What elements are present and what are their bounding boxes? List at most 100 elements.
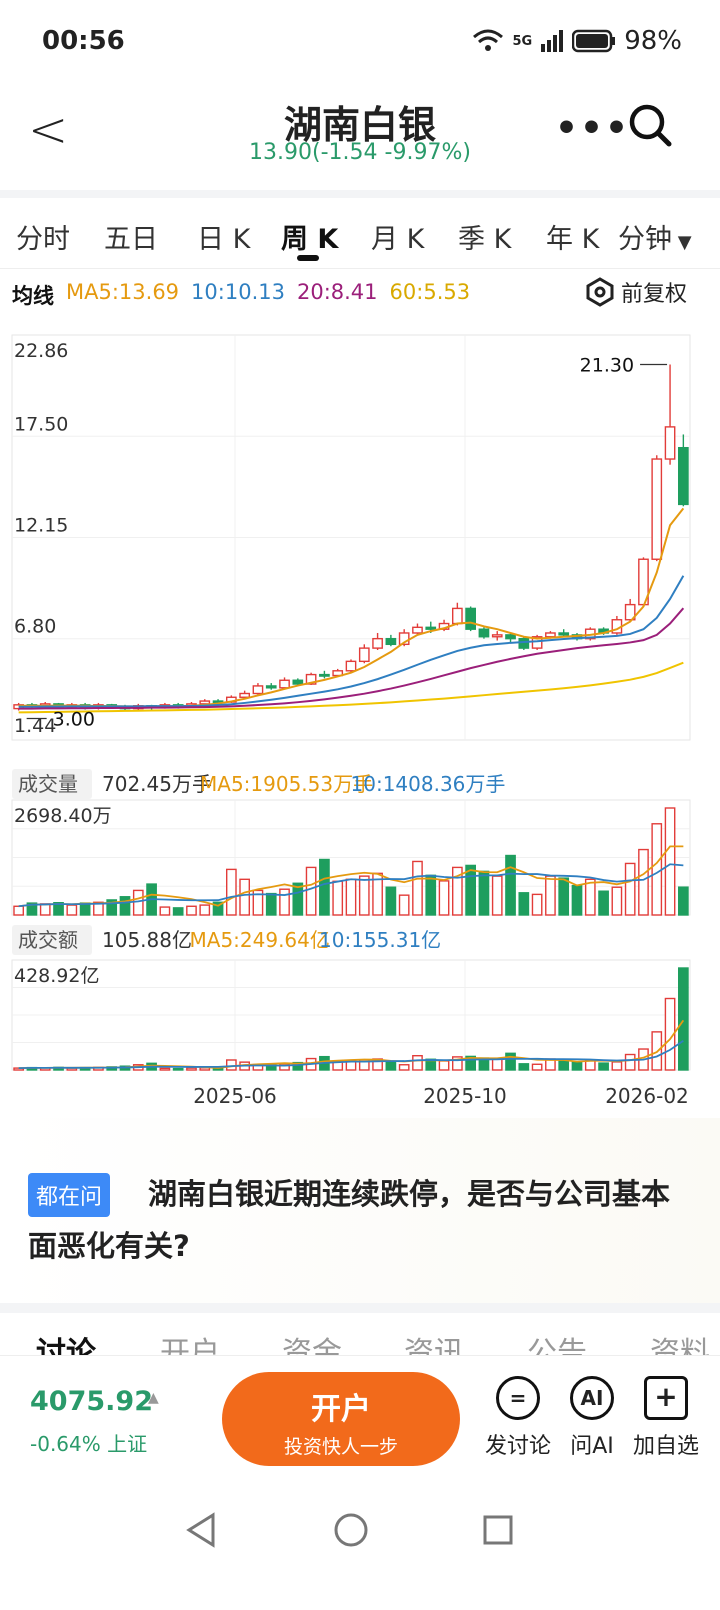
candle-body: [292, 679, 304, 685]
candle-body: [305, 673, 317, 685]
volume-bar: [252, 889, 264, 916]
tab-five-day[interactable]: 五日: [104, 224, 158, 255]
tab-profile[interactable]: 资料: [650, 1336, 710, 1355]
add-watchlist-label: 加自选: [632, 1434, 699, 1459]
period-tabs: 分时 五日 日 K 周 K 月 K 季 K 年 K 分钟 ▼: [0, 205, 720, 265]
candle-body: [319, 673, 330, 677]
candle-body: [425, 626, 437, 630]
nav-back-icon[interactable]: [185, 1512, 217, 1548]
max-price-label: 21.30: [580, 354, 634, 376]
candle-body: [412, 626, 423, 634]
volume-bar: [53, 902, 64, 916]
amount-legend-value: 10:155.31亿: [319, 928, 441, 952]
tab-discussion[interactable]: 讨论: [36, 1336, 96, 1355]
volume-bar: [664, 807, 676, 916]
dropdown-icon: ▼: [672, 232, 692, 253]
volume-bar: [106, 899, 118, 916]
amount-bar: [624, 1053, 636, 1071]
tab-open-account[interactable]: 开户: [160, 1336, 220, 1355]
bottom-tabs: 讨论 开户 资金 资讯 公告 资料: [0, 1320, 720, 1355]
tab-minute[interactable]: 分钟 ▼: [618, 217, 692, 256]
amount-bar: [412, 1055, 423, 1071]
tab-news[interactable]: 资讯: [404, 1336, 464, 1355]
tab-funds[interactable]: 资金: [282, 1336, 342, 1355]
volume-bar: [199, 904, 211, 916]
more-icon[interactable]: •••: [555, 108, 631, 149]
candle-body: [518, 637, 530, 649]
post-discussion-button[interactable]: = 发讨论: [478, 1376, 558, 1460]
volume-bar: [385, 886, 397, 916]
index-change: -0.64% 上证: [30, 1432, 148, 1456]
volume-legend-tag: [12, 769, 92, 799]
volume-legend-label: 成交量: [18, 772, 78, 796]
index-value[interactable]: 4075.92: [30, 1386, 153, 1417]
amount-legend-value: MA5:249.64亿: [190, 928, 330, 952]
amount-bar: [159, 1067, 171, 1071]
amount-bar: [531, 1063, 543, 1071]
volume-bar: [39, 903, 51, 916]
adjust-toggle[interactable]: 前复权: [585, 276, 687, 308]
amount-legend-tag: [12, 925, 92, 955]
index-up-arrow-icon: ▲: [148, 1390, 159, 1406]
question-card[interactable]: 湖南白银近期连续跌停，是否与公司基本面恶化有关? 都在问: [0, 1118, 720, 1303]
volume-bar: [491, 875, 503, 916]
amount-bar: [172, 1067, 184, 1071]
volume-bar: [452, 866, 463, 916]
amount-bar: [13, 1067, 25, 1071]
volume-bar: [186, 905, 197, 916]
nav-home-icon[interactable]: [333, 1512, 369, 1548]
back-icon[interactable]: <: [28, 102, 69, 158]
ma20-value: 20:8.41: [296, 280, 378, 304]
plus-icon: +: [644, 1376, 688, 1420]
candle-body: [545, 632, 556, 638]
amount-bar: [385, 1061, 397, 1071]
amount-legend-label: 成交额: [18, 928, 78, 952]
volume-bar: [438, 880, 450, 916]
tab-weekly-k[interactable]: 周 K: [281, 224, 339, 255]
kline-chart[interactable]: 22.86 17.50 12.15 6.80 1.44 21.30 3.00 2698.40万…: [0, 315, 720, 1115]
volume-bar: [13, 905, 25, 916]
ask-ai-button[interactable]: AI 问AI: [552, 1376, 632, 1460]
tab-quarterly-k[interactable]: 季 K: [458, 224, 512, 255]
volume-bar: [292, 882, 304, 916]
tab-daily-k[interactable]: 日 K: [197, 224, 251, 255]
amount-bar: [438, 1060, 450, 1071]
volume-bar: [624, 862, 636, 916]
status-time: 00:56: [42, 26, 125, 56]
battery-icon: [572, 29, 616, 53]
ma10-value: 10:10.13: [191, 280, 285, 304]
page-title: 湖南白银: [283, 103, 436, 147]
volume-bar: [26, 902, 38, 916]
tab-yearly-k[interactable]: 年 K: [546, 224, 600, 255]
volume-bar: [611, 886, 623, 916]
volume-bar: [265, 892, 277, 916]
price-tick-label: 12.15: [14, 515, 68, 537]
candle-body: [345, 660, 357, 672]
question-text[interactable]: 湖南白银近期连续跌停，是否与公司基本面恶化有关?: [28, 1177, 671, 1263]
tab-monthly-k[interactable]: 月 K: [371, 224, 425, 255]
volume-bar: [305, 866, 317, 916]
tab-intraday[interactable]: 分时: [16, 224, 70, 255]
candle-body: [199, 700, 211, 705]
search-icon[interactable]: [625, 100, 675, 150]
amount-bar: [465, 1055, 476, 1071]
volume-axis-max: 2698.40万: [14, 805, 112, 827]
add-watchlist-button[interactable]: + 加自选: [626, 1376, 706, 1460]
volume-ma10-line: [18, 863, 684, 908]
tab-announcements[interactable]: 公告: [527, 1336, 587, 1355]
nav-recents-icon[interactable]: [482, 1514, 514, 1546]
volume-bar: [66, 904, 78, 916]
amount-bar: [225, 1059, 237, 1071]
amount-legend-value: 105.88亿: [102, 928, 192, 952]
amount-ma10-line: [18, 1040, 684, 1069]
ma5-line: [18, 507, 685, 708]
open-account-button[interactable]: 开户 投资快人一步: [222, 1372, 460, 1466]
candle-body: [491, 634, 503, 638]
quote-summary: 13.90(-1.54 -9.97%): [249, 140, 471, 165]
amount-bar: [598, 1062, 609, 1071]
status-bar: 00:56 5G 98%: [0, 0, 720, 80]
ma-legend-label[interactable]: 均线: [12, 284, 54, 308]
candle-body: [239, 692, 250, 698]
ma-legend: 均线 MA5:13.69 10:10.13 20:8.41 60:5.53: [12, 280, 470, 310]
date-label: 2026-02: [605, 1084, 689, 1108]
